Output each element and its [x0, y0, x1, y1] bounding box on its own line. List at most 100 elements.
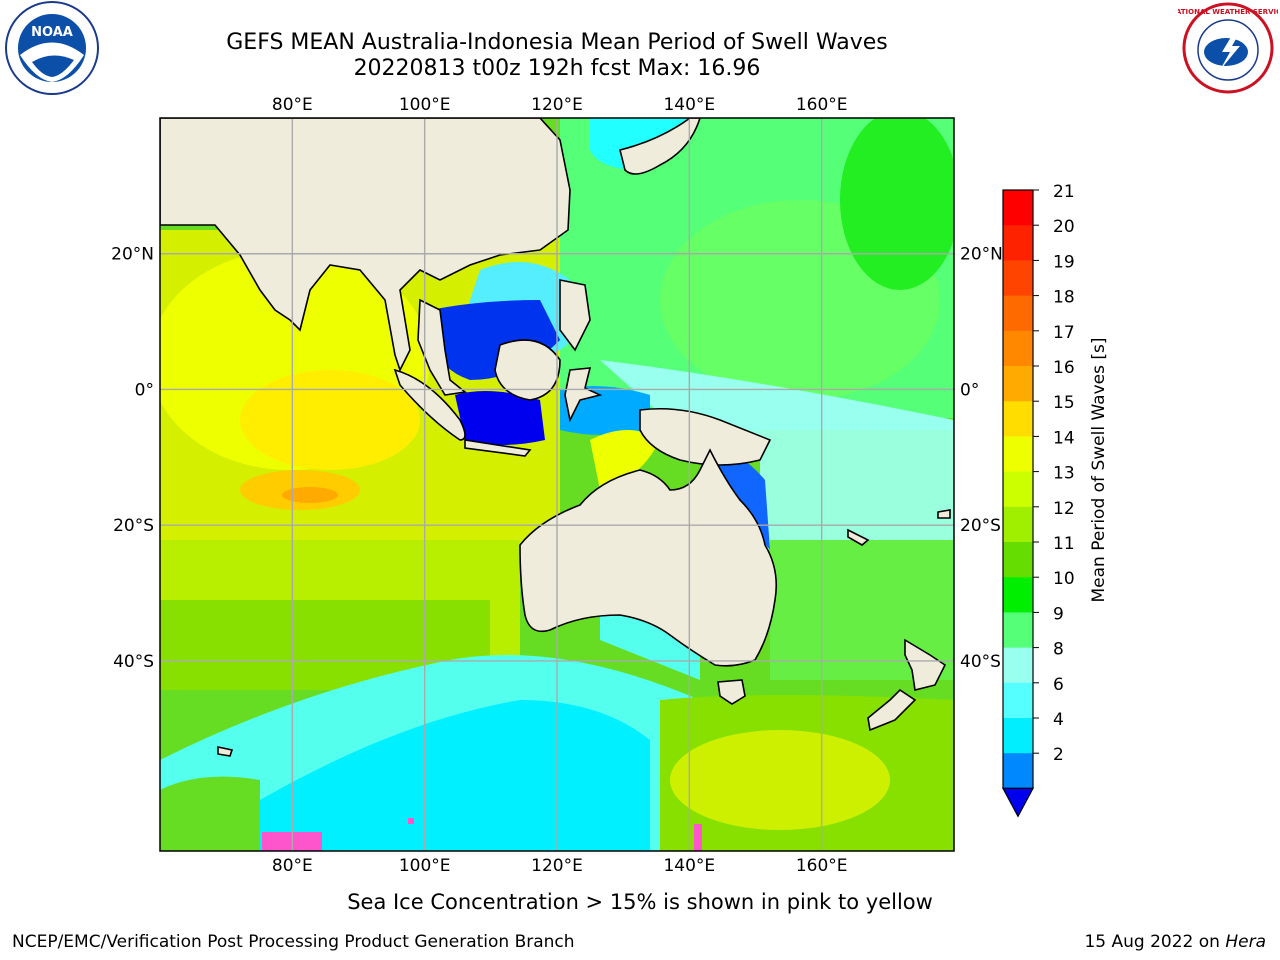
colorbar-tick-label: 21 [1053, 182, 1075, 202]
new-zealand-south [867, 688, 917, 732]
colorbar-segment [1003, 612, 1033, 649]
lat-tick-label-right: 20°N [960, 245, 1003, 265]
lon-tick-label-top: 160°E [796, 95, 848, 115]
pacific-east [840, 118, 954, 290]
lon-tick-label-bottom: 140°E [663, 856, 715, 876]
kerguelen-island [217, 746, 234, 757]
nws-logo-text: NATIONAL WEATHER SERVICE [1178, 8, 1278, 16]
colorbar-tick-label: 16 [1053, 358, 1075, 378]
sumatra [393, 368, 466, 441]
colorbar-tick-label: 13 [1053, 464, 1075, 484]
colorbar-tick-label: 11 [1053, 534, 1075, 554]
borneo [494, 339, 561, 401]
lon-tick-label-bottom: 120°E [531, 856, 583, 876]
australia [519, 448, 778, 667]
colorbar-tick-label: 14 [1053, 428, 1075, 448]
noaa-logo-icon: NOAA [5, 1, 99, 95]
colorbar-tick-label: 10 [1053, 569, 1075, 589]
footer-date: 15 Aug 2022 on Hera [1084, 932, 1266, 952]
sea-ice-note: Sea Ice Concentration > 15% is shown in … [347, 890, 933, 914]
colorbar-segment [1003, 260, 1033, 297]
great-australian-bight [600, 600, 700, 680]
philippines [559, 279, 591, 352]
colorbar-extend-arrow [1001, 787, 1035, 818]
tasman-south-high [670, 730, 890, 830]
lat-tick-label-left: 0° [135, 380, 154, 400]
malay-peninsula [417, 298, 467, 396]
footer-credit: NCEP/EMC/Verification Post Processing Pr… [12, 932, 575, 952]
sea-ice-speck [408, 818, 414, 824]
lat-tick-label-right: 20°S [960, 516, 1001, 536]
colorbar-segment [1003, 330, 1033, 367]
lat-tick-label-right: 0° [960, 380, 979, 400]
chart-subtitle: 20220813 t00z 192h fcst Max: 16.96 [353, 56, 761, 81]
lat-tick-label-left: 40°S [113, 652, 154, 672]
japan [619, 118, 701, 175]
colorbar: 21 20 19 18 17 16 15 14 13 12 11 10 9 8 6 4 2 [1001, 182, 1075, 818]
colorbar-frame [1002, 189, 1034, 790]
lon-tick-label-top: 140°E [663, 95, 715, 115]
colorbar-segment [1003, 647, 1033, 684]
footer-host: Hera [1225, 932, 1266, 952]
colorbar-segment [1003, 401, 1033, 437]
colorbar-tick-label: 6 [1053, 675, 1064, 695]
colorbar-segment [1003, 577, 1033, 613]
colorbar-segment [1003, 753, 1033, 789]
map-grid [160, 118, 954, 851]
lon-tick-label-bottom: 80°E [272, 856, 313, 876]
colorbar-segment [1003, 366, 1033, 402]
java-sea-blue [455, 391, 545, 445]
tasmania [717, 679, 746, 705]
java [464, 439, 532, 457]
footer-date-text: 15 Aug 2022 on [1084, 932, 1220, 952]
colorbar-segment [1003, 471, 1033, 508]
map-frame [159, 117, 955, 852]
colorbar-label: Mean Period of Swell Waves [s] [1089, 338, 1109, 603]
lon-tick-label-top: 80°E [272, 95, 313, 115]
sulawesi [564, 367, 603, 423]
southern-ocean-low [260, 700, 650, 851]
colorbar-tick-label: 17 [1053, 323, 1075, 343]
lon-tick-label-bottom: 160°E [796, 856, 848, 876]
colorbar-tick-label: 18 [1053, 288, 1075, 308]
coral-sea [760, 430, 954, 550]
new-caledonia [847, 528, 870, 546]
colorbar-segment [1003, 718, 1033, 754]
asia-landmass [160, 118, 571, 373]
lat-tick-label-left: 20°N [111, 245, 154, 265]
lon-tick-label-top: 120°E [531, 95, 583, 115]
colorbar-tick-label: 12 [1053, 499, 1075, 519]
land-masses [160, 118, 951, 757]
southern-ocean-west [160, 776, 260, 851]
colorbar-segment [1003, 506, 1033, 543]
lat-tick-label-left: 20°S [113, 516, 154, 536]
colorbar-tick-label: 20 [1053, 217, 1075, 237]
colorbar-tick-label: 8 [1053, 640, 1064, 660]
colorbar-tick-label: 9 [1053, 604, 1064, 624]
lon-tick-label-top: 100°E [399, 95, 451, 115]
new-guinea [639, 407, 772, 466]
sea-ice-speck-2 [694, 824, 702, 851]
colorbar-segment [1003, 682, 1033, 719]
map-tick-labels: 80°E 80°E 100°E 100°E 120°E 120°E 140°E 140°E 16… [111, 95, 1003, 876]
colorbar-segment [1003, 542, 1033, 578]
noaa-logo-text: NOAA [31, 25, 73, 40]
colorbar-segment [1003, 225, 1033, 261]
fiji-island [937, 509, 951, 519]
new-zealand-north [904, 638, 947, 691]
indian-ocean-peak-core [282, 487, 338, 503]
chart-title: GEFS MEAN Australia-Indonesia Mean Perio… [226, 30, 888, 55]
colorbar-segment [1003, 190, 1033, 226]
colorbar-tick-label: 4 [1053, 710, 1064, 730]
map-area [160, 118, 954, 851]
colorbar-segment [1003, 295, 1033, 332]
colorbar-segment [1003, 436, 1033, 473]
nws-logo-icon: NATIONAL WEATHER SERVICE [1178, 2, 1278, 94]
lat-tick-label-right: 40°S [960, 652, 1001, 672]
timor-sea [590, 430, 660, 490]
indian-ocean-band [240, 370, 420, 470]
colorbar-tick-label: 2 [1053, 745, 1064, 765]
lon-tick-label-bottom: 100°E [399, 856, 451, 876]
colorbar-tick-label: 15 [1053, 393, 1075, 413]
